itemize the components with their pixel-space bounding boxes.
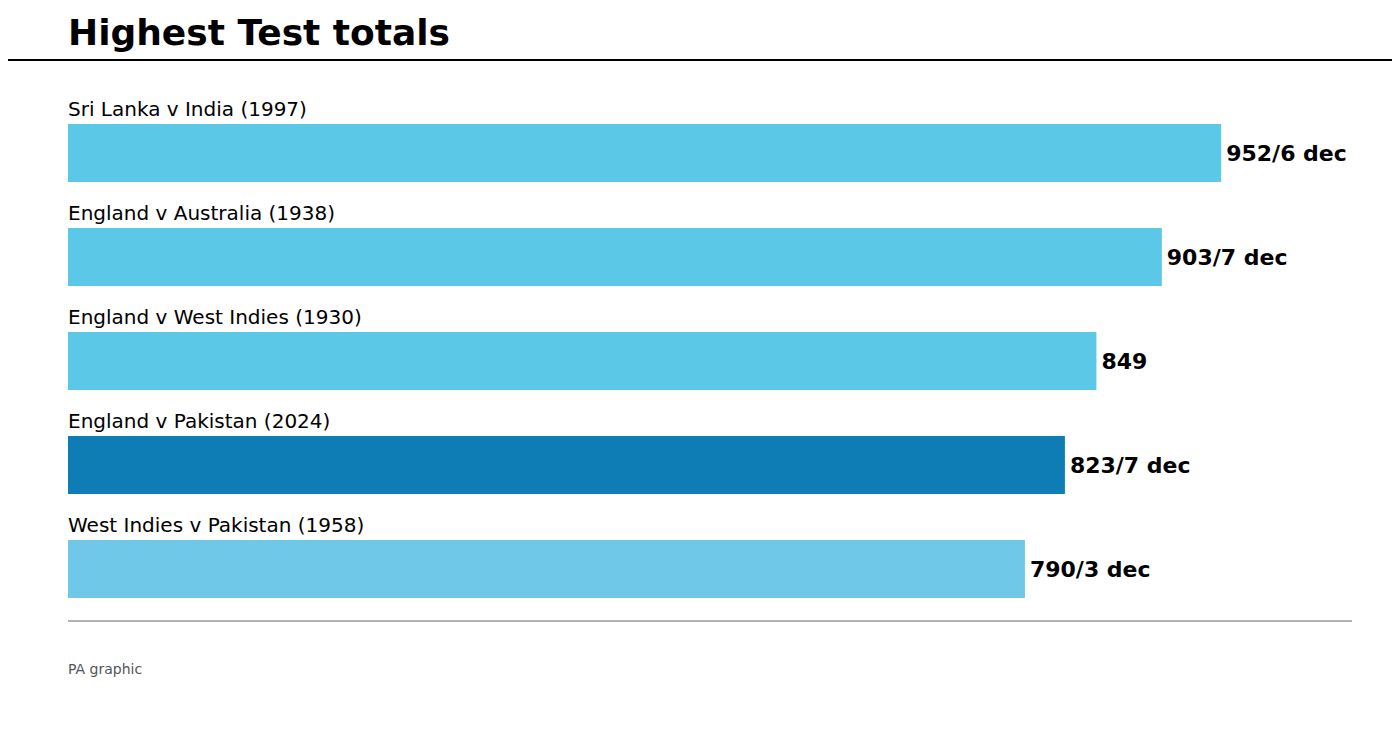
svg-text:Sri Lanka v India (1997): Sri Lanka v India (1997) bbox=[68, 97, 307, 121]
svg-text:England v West Indies (1930): England v West Indies (1930) bbox=[68, 305, 362, 329]
svg-text:England v Australia (1938): England v Australia (1938) bbox=[68, 201, 335, 225]
svg-text:952/6 dec: 952/6 dec bbox=[1226, 141, 1347, 166]
html-text:PA graphic: PA graphic bbox=[68, 661, 143, 677]
html-text:Highest Test totals: Highest Test totals bbox=[68, 12, 450, 53]
svg-text:790/3 dec: 790/3 dec bbox=[1030, 557, 1151, 582]
svg-text:903/7 dec: 903/7 dec bbox=[1167, 245, 1288, 270]
svg-text:849: 849 bbox=[1101, 349, 1147, 374]
svg-text:England v Pakistan (2024): England v Pakistan (2024) bbox=[68, 409, 330, 433]
svg-text:West Indies v Pakistan (1958): West Indies v Pakistan (1958) bbox=[68, 513, 364, 537]
svg-text:823/7 dec: 823/7 dec bbox=[1070, 453, 1191, 478]
